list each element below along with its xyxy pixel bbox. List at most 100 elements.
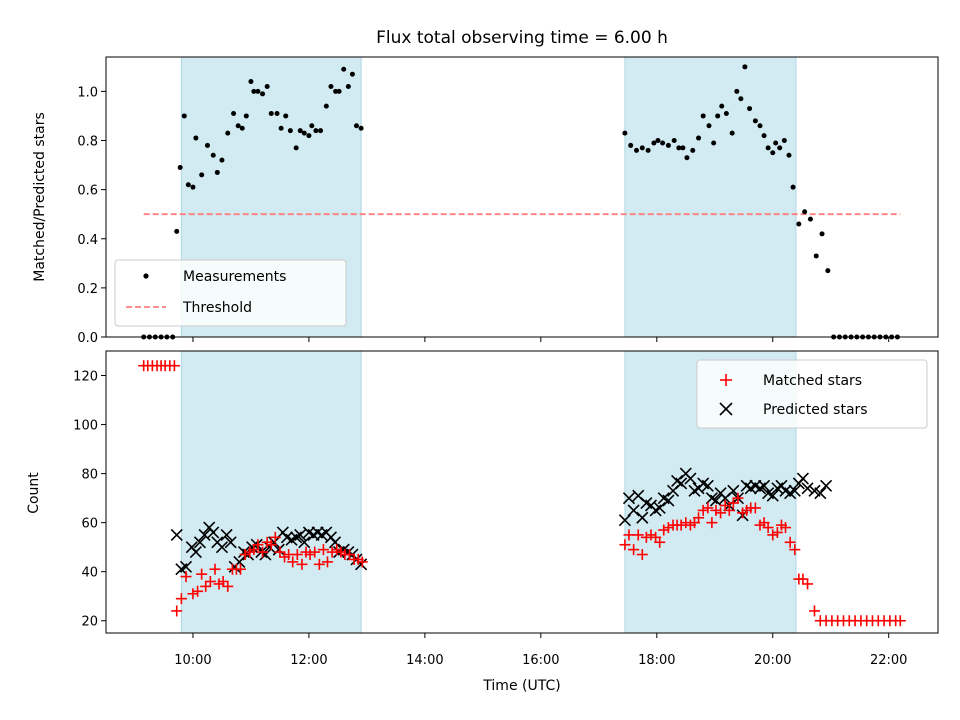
predicted-point-stroke <box>740 479 753 492</box>
top-y-tick-label: 1.0 <box>77 85 98 100</box>
top-legend: Measurements Threshold <box>114 259 347 327</box>
predicted-point-stroke <box>671 474 684 488</box>
predicted-point <box>675 477 688 490</box>
predicted-point-stroke <box>189 546 202 559</box>
predicted-point <box>627 504 640 517</box>
measurement-point <box>297 128 303 134</box>
x-tick-label: 12:00 <box>290 653 327 668</box>
matched-point <box>187 588 199 600</box>
measurement-point <box>790 184 796 190</box>
predicted-point-stroke <box>675 477 688 490</box>
measurement-point <box>274 110 280 116</box>
matched-point <box>784 536 796 548</box>
matched-point <box>235 563 247 575</box>
predicted-point-stroke <box>697 477 710 490</box>
predicted-point <box>215 541 229 554</box>
legend-measurements-marker <box>143 273 149 279</box>
measurement-point <box>665 142 671 148</box>
matched-point <box>662 522 674 534</box>
predicted-point-stroke <box>298 536 311 549</box>
predicted-point <box>189 546 202 559</box>
predicted-point-stroke <box>328 536 342 549</box>
x-tick-label: 16:00 <box>522 653 559 668</box>
matched-point <box>894 615 906 627</box>
measurement-point <box>358 125 364 131</box>
chart-title: Flux total observing time = 6.00 h <box>376 28 668 48</box>
measurement-point <box>313 128 319 134</box>
measurement-point <box>738 96 744 102</box>
matched-point <box>222 580 234 592</box>
predicted-point-stroke <box>294 528 307 541</box>
measurement-point <box>225 130 231 136</box>
measurement-point <box>819 231 825 237</box>
measurement-point <box>628 142 634 148</box>
predicted-point <box>709 494 723 507</box>
matched-point <box>619 539 631 551</box>
predicted-point <box>796 472 809 485</box>
matched-point <box>645 529 657 541</box>
predicted-point-stroke <box>727 484 740 497</box>
predicted-point-stroke <box>170 528 183 541</box>
measurement-point <box>734 88 740 94</box>
predicted-point-stroke <box>788 484 801 497</box>
measurement-point <box>761 133 767 139</box>
measurement-point <box>177 165 183 171</box>
measurement-point <box>813 253 819 259</box>
measurement-point <box>199 172 205 178</box>
measurement-point <box>251 88 257 94</box>
matched-point <box>356 556 368 568</box>
matched-point <box>706 517 718 529</box>
measurement-point <box>700 113 706 119</box>
measurement-point <box>248 79 254 85</box>
matched-point <box>313 558 325 570</box>
matched-point <box>209 563 221 575</box>
measurement-point <box>807 216 813 222</box>
matched-point <box>175 593 187 605</box>
measurement-point <box>255 88 261 94</box>
top-y-tick-label: 0.8 <box>77 135 98 150</box>
predicted-point-stroke <box>808 484 821 497</box>
measurement-point <box>715 113 721 119</box>
measurement-point <box>328 83 334 89</box>
predicted-point-stroke <box>179 560 193 573</box>
matched-point <box>180 571 192 583</box>
predicted-point <box>653 501 666 515</box>
measurement-point <box>309 123 315 129</box>
bottom-observing-window-0 <box>180 350 362 634</box>
matched-point <box>200 580 212 592</box>
x-tick-label: 14:00 <box>406 653 443 668</box>
predicted-point <box>727 484 740 497</box>
measurement-point <box>645 147 651 153</box>
measurement-point <box>264 83 270 89</box>
predicted-point-stroke <box>814 487 827 500</box>
predicted-point <box>179 560 193 573</box>
measurement-point <box>239 125 245 131</box>
x-tick-label: 22:00 <box>870 653 907 668</box>
measurement-point <box>752 118 758 124</box>
predicted-point-stroke <box>207 526 220 539</box>
predicted-point-stroke <box>640 496 653 510</box>
matched-point <box>723 504 735 516</box>
bottom-y-tick-label: 20 <box>81 615 98 630</box>
measurement-point <box>190 184 196 190</box>
measurement-point <box>825 268 831 274</box>
measurement-point <box>655 138 661 144</box>
predicted-point <box>220 528 233 541</box>
matched-point <box>321 556 333 568</box>
predicted-point <box>766 489 779 502</box>
predicted-point-stroke <box>193 536 206 549</box>
predicted-point-stroke <box>684 472 697 485</box>
matched-point <box>269 531 281 543</box>
measurement-point <box>684 155 690 161</box>
predicted-point-stroke <box>355 558 368 571</box>
matched-point <box>217 576 229 588</box>
bottom-y-tick-label: 120 <box>73 370 98 385</box>
matched-point <box>715 507 727 519</box>
matched-point <box>196 568 208 580</box>
legend-threshold-label: Threshold <box>182 300 252 316</box>
measurement-point <box>345 83 351 89</box>
predicted-point <box>820 479 833 492</box>
matched-point <box>809 605 821 617</box>
predicted-point-stroke <box>632 489 645 502</box>
